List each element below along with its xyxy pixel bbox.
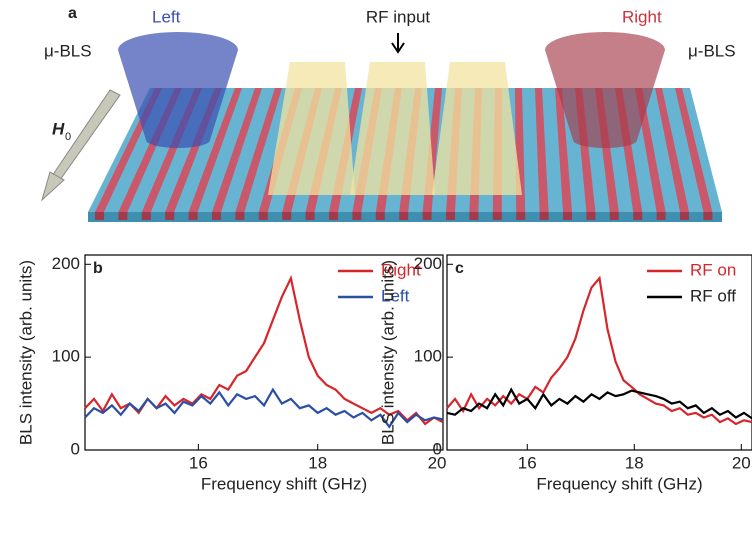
waveguide-side <box>610 212 619 220</box>
waveguide-side <box>352 212 361 220</box>
waveguide-side <box>586 212 595 220</box>
waveguide-side <box>282 212 291 220</box>
waveguide-side <box>446 212 455 220</box>
antenna <box>432 62 522 195</box>
left-label: Left <box>152 7 181 26</box>
y-tick-label: 200 <box>414 254 442 273</box>
rf-label: RF input <box>366 7 431 26</box>
waveguide-side <box>259 212 268 220</box>
x-tick-label: 18 <box>308 453 327 472</box>
y-tick-label: 0 <box>71 439 80 458</box>
waveguide-side <box>423 212 432 220</box>
schematic: a Left Right μ-BLS μ-BLS RF input H 0 <box>42 5 736 222</box>
field-label: H <box>52 119 65 138</box>
waveguide-side <box>165 212 174 220</box>
x-tick-label: 20 <box>732 453 751 472</box>
y-tick-label: 0 <box>433 439 442 458</box>
waveguide-side <box>703 212 712 220</box>
waveguide-side <box>306 212 315 220</box>
waveguide-side <box>118 212 127 220</box>
antenna <box>268 62 355 195</box>
waveguide-side <box>142 212 151 220</box>
probe-label: μ-BLS <box>44 41 92 60</box>
panel-label: c <box>455 260 464 277</box>
legend-label: RF off <box>690 286 736 305</box>
y-axis-label: BLS intensity (arb. units) <box>378 260 397 445</box>
probe-label: μ-BLS <box>688 41 736 60</box>
waveguide-side <box>95 212 104 220</box>
waveguide-side <box>189 212 198 220</box>
antenna <box>350 62 435 195</box>
waveguide-side <box>329 212 338 220</box>
x-axis-label: Frequency shift (GHz) <box>201 474 367 493</box>
right-label: Right <box>622 7 662 26</box>
page: a Left Right μ-BLS μ-BLS RF input H 0 0 1… <box>0 0 752 528</box>
waveguide-side <box>399 212 408 220</box>
x-tick-label: 16 <box>518 453 537 472</box>
y-tick-label: 100 <box>414 347 442 366</box>
waveguide-side <box>516 212 525 220</box>
waveguide-side <box>633 212 642 220</box>
x-axis-label: Frequency shift (GHz) <box>536 474 702 493</box>
legend-label: RF on <box>690 260 736 279</box>
waveguide-side <box>680 212 689 220</box>
x-tick-label: 18 <box>625 453 644 472</box>
rf-arrow <box>392 33 404 52</box>
figure: a Left Right μ-BLS μ-BLS RF input H 0 0 1… <box>0 0 752 528</box>
waveguide-side <box>540 212 549 220</box>
waveguide-side <box>212 212 221 220</box>
y-tick-label: 100 <box>52 347 80 366</box>
waveguide-side <box>657 212 666 220</box>
field-subscript: 0 <box>65 131 71 143</box>
waveguide-side <box>493 212 502 220</box>
x-tick-label: 16 <box>189 453 208 472</box>
y-tick-label: 200 <box>52 254 80 273</box>
panel-label: b <box>93 260 103 277</box>
y-axis-label: BLS intensity (arb. units) <box>16 260 35 445</box>
waveguide-side <box>235 212 244 220</box>
panel-label: a <box>68 5 77 22</box>
waveguide-side <box>563 212 572 220</box>
waveguide-side <box>376 212 385 220</box>
waveguide-side <box>469 212 478 220</box>
